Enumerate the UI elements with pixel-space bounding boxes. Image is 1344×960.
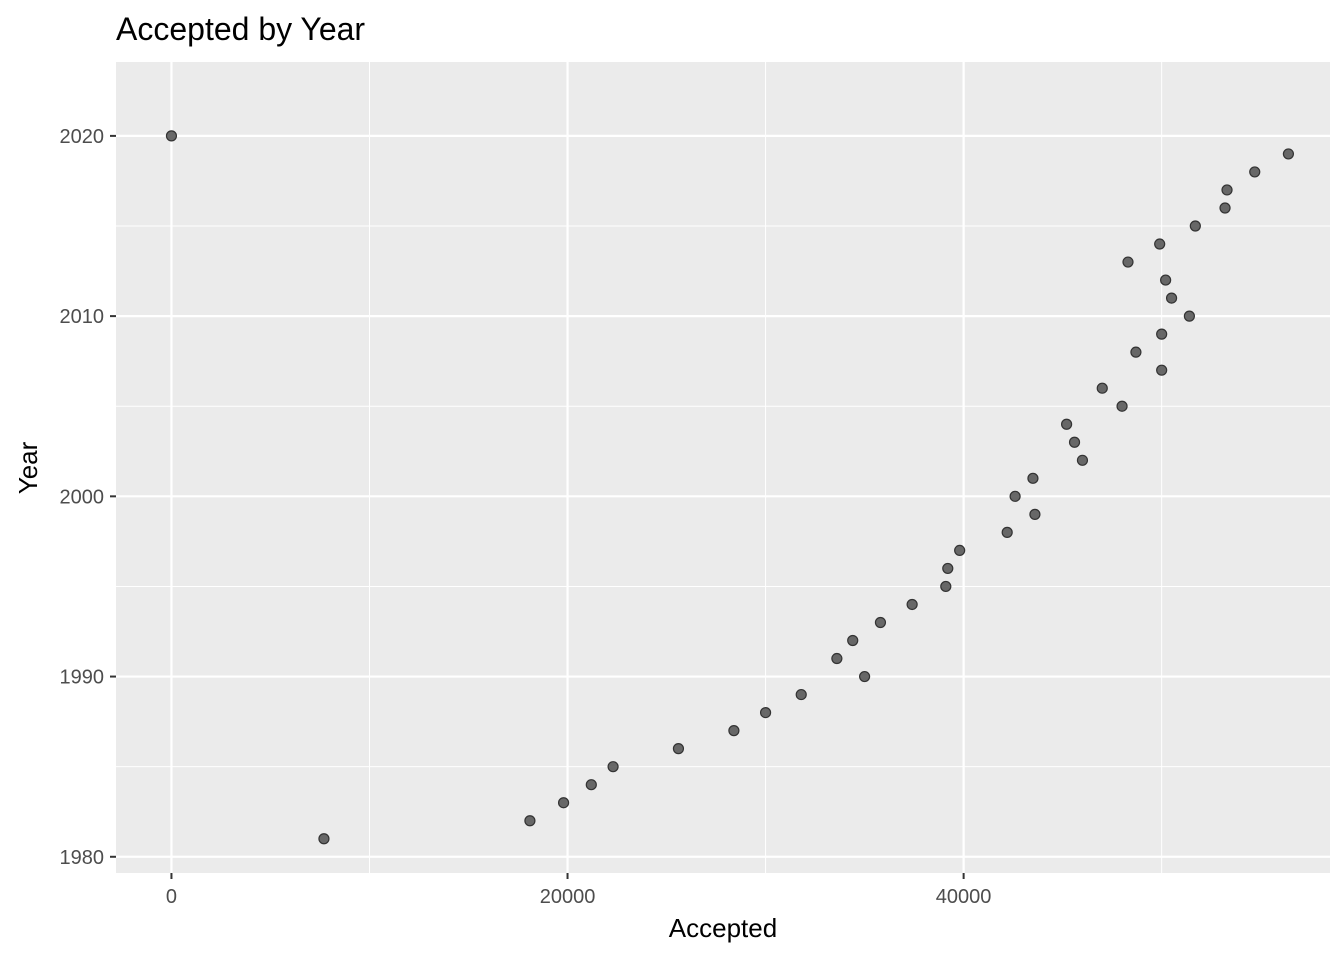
data-point	[318, 833, 330, 845]
data-point	[795, 688, 807, 701]
data-point	[1068, 436, 1081, 448]
data-point	[728, 725, 740, 737]
data-point	[1061, 418, 1073, 430]
data-point	[954, 544, 966, 557]
data-point	[942, 562, 954, 575]
data-point	[1027, 472, 1039, 484]
major-gridlines	[116, 62, 1330, 873]
x-tick-label: 40000	[936, 886, 992, 908]
data-point	[607, 761, 619, 773]
data-point	[1249, 166, 1261, 178]
data-point	[759, 707, 772, 719]
data-point	[1165, 292, 1178, 304]
plot-panel	[116, 62, 1330, 873]
data-point	[1076, 454, 1089, 466]
data-points	[165, 130, 1295, 845]
chart-title: Accepted by Year	[116, 11, 365, 47]
data-point	[859, 670, 871, 683]
data-point	[1096, 382, 1108, 394]
data-point	[1221, 184, 1233, 196]
data-point	[524, 815, 536, 827]
data-point	[1219, 202, 1231, 214]
x-axis-title: Accepted	[669, 913, 777, 943]
y-tick-label: 1980	[60, 847, 105, 869]
data-point	[906, 598, 918, 611]
data-point	[831, 652, 843, 665]
data-point	[1156, 328, 1168, 340]
data-point	[1130, 346, 1142, 358]
data-point	[1001, 526, 1013, 538]
data-point	[165, 130, 178, 142]
data-point	[874, 616, 887, 629]
data-point	[672, 743, 685, 755]
y-tick-label: 1990	[60, 667, 105, 689]
data-point	[1160, 274, 1172, 286]
y-tick-label: 2000	[60, 486, 105, 508]
data-point	[1156, 364, 1168, 376]
data-point	[847, 634, 859, 647]
x-tick-label: 0	[166, 886, 177, 908]
data-point	[1154, 238, 1166, 250]
data-point	[557, 797, 570, 809]
y-tick-label: 2020	[60, 126, 105, 148]
data-point	[940, 580, 952, 593]
data-point	[1116, 400, 1128, 412]
data-point	[585, 779, 597, 791]
data-point	[1183, 310, 1195, 322]
data-point	[1189, 220, 1201, 232]
y-axis: 1980 1990 2000 2010 2020	[60, 126, 116, 869]
x-tick-label: 20000	[540, 886, 596, 908]
data-point	[1009, 490, 1021, 502]
data-point	[1282, 148, 1295, 160]
y-tick-label: 2010	[60, 306, 105, 328]
x-axis: 0 20000 40000	[166, 873, 992, 908]
minor-gridlines	[116, 62, 1330, 873]
data-point	[1122, 256, 1134, 268]
y-axis-title: Year	[13, 441, 43, 494]
data-point	[1029, 508, 1041, 520]
